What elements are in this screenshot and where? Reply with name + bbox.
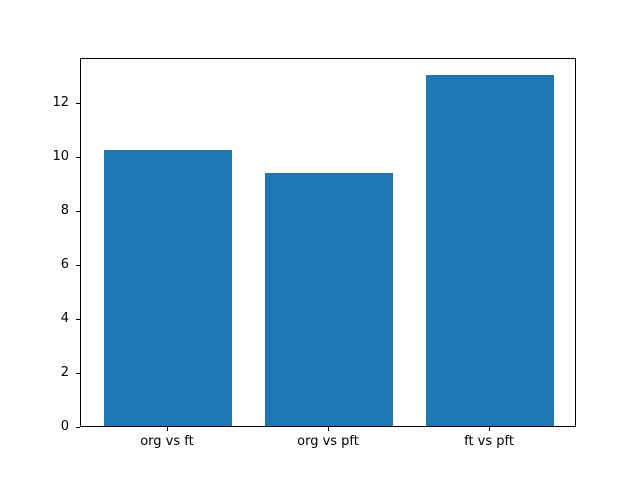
x-tick-mark (328, 427, 329, 431)
y-tick-label: 2 (60, 364, 69, 380)
y-tick-label: 10 (52, 148, 69, 164)
y-tick-mark (76, 156, 80, 158)
bar-org-vs-ft (103, 150, 233, 426)
y-tick-mark (76, 427, 80, 428)
y-tick-label: 0 (60, 419, 69, 434)
y-tick-mark (76, 372, 80, 374)
y-tick-mark (76, 264, 80, 266)
y-tick-mark (76, 210, 80, 212)
y-tick-label: 8 (60, 202, 69, 218)
y-tick-mark (76, 102, 80, 104)
x-tick-label: org vs pft (297, 434, 359, 449)
bar-ft-vs-pft (425, 74, 555, 426)
y-tick-mark (76, 318, 80, 320)
x-tick-label: ft vs pft (464, 434, 514, 449)
y-tick-label: 6 (60, 256, 69, 272)
y-tick-label: 12 (52, 94, 69, 110)
plot-area (80, 58, 576, 427)
y-tick-label: 4 (60, 310, 69, 326)
x-tick-mark (166, 427, 168, 431)
x-tick-mark (489, 427, 491, 431)
x-tick-label: org vs ft (140, 434, 194, 449)
bar-org-vs-pft (264, 173, 394, 426)
